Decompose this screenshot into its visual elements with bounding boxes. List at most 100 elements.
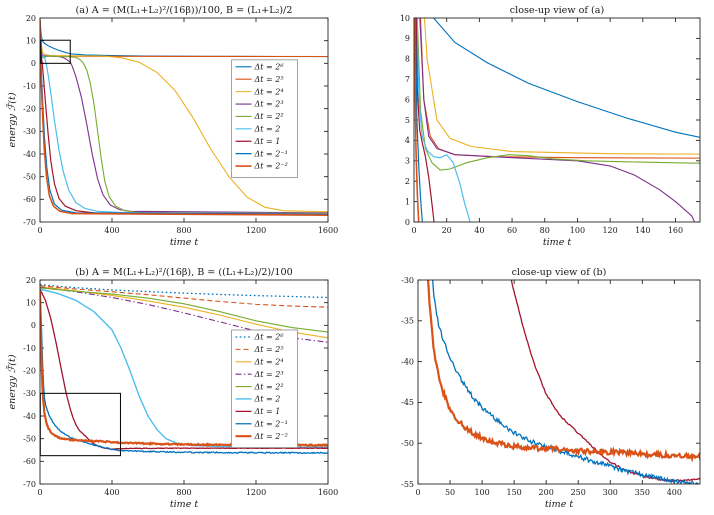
y-tick-label: 7 — [405, 75, 410, 84]
x-tick-label: 300 — [603, 488, 618, 497]
legend-box — [231, 329, 298, 448]
legend-label: Δt = 2⁻¹ — [254, 419, 288, 428]
series-line-4 — [40, 287, 328, 333]
series-line-6 — [40, 288, 328, 450]
y-tick-label: 4 — [405, 136, 410, 145]
legend-label: Δt = 2² — [254, 382, 284, 391]
series-line-6 — [510, 280, 700, 483]
legend-label: Δt = 2⁻² — [254, 432, 288, 441]
tick-labels: 0 50 100 150 200 250 300 350 400 -30 -35 -40 -45 -50 -… — [401, 276, 682, 497]
x-tick-label: 1200 — [246, 488, 266, 497]
chart-title: close-up view of (a) — [510, 5, 604, 16]
zoom-region-rect — [40, 39, 71, 64]
legend-label: Δt = 2⁵ — [254, 75, 285, 84]
y-tick-label: -10 — [23, 82, 36, 91]
x-tick-label: 50 — [445, 488, 455, 497]
legend-label: Δt = 2⁻¹ — [254, 149, 288, 158]
y-tick-label: -10 — [23, 344, 36, 353]
plot-a-svg: 0 400 800 1200 1600 20 10 0 -10 -20 -30 -40 -50 -60 -7… — [6, 5, 338, 248]
legend-label: Δt = 2⁻² — [254, 162, 288, 171]
y-tick-label: -70 — [23, 218, 36, 227]
series-line-3 — [419, 18, 696, 222]
x-tick-label: 400 — [667, 488, 682, 497]
series-group — [414, 18, 700, 222]
tick-labels: 0 400 800 1200 1600 20 10 0 -10 -20 -30 -40 -50 -60 -7… — [23, 276, 338, 497]
x-tick-label: 250 — [571, 488, 586, 497]
x-axis-label: time t — [170, 499, 199, 510]
x-axis-label: time t — [170, 237, 199, 248]
plot-a-panel: 0 400 800 1200 1600 20 10 0 -10 -20 -30 -40 -50 -60 -7… — [6, 2, 338, 252]
y-tick-label: -45 — [401, 398, 414, 407]
series-line-6 — [415, 18, 435, 222]
x-tick-label: 40 — [474, 226, 484, 235]
series-line-0 — [433, 18, 700, 138]
y-tick-label: -30 — [23, 127, 36, 136]
plot-b-svg: 0 400 800 1200 1600 20 10 0 -10 -20 -30 -40 -50 -60 -7… — [6, 267, 338, 510]
legend-label: Δt = 1 — [254, 407, 281, 416]
series-line-7 — [414, 18, 423, 222]
y-tick-label: -50 — [401, 439, 414, 448]
x-tick-label: 1600 — [318, 488, 338, 497]
x-axis-label: time t — [545, 499, 574, 510]
chart-title: (a) A = (M(L₁+L₂)²/(16β))/100, B = (L₁+L… — [75, 5, 292, 16]
y-tick-label: -40 — [23, 412, 36, 421]
x-tick-label: 0 — [37, 488, 42, 497]
y-tick-label: 1 — [405, 197, 410, 206]
series-group — [426, 280, 700, 484]
x-tick-label: 400 — [104, 226, 119, 235]
x-tick-label: 150 — [506, 488, 521, 497]
x-tick-label: 60 — [507, 226, 517, 235]
x-tick-label: 140 — [635, 226, 650, 235]
x-tick-label: 400 — [104, 488, 119, 497]
plot-border — [417, 279, 701, 485]
x-tick-label: 0 — [415, 488, 420, 497]
tick-labels: 0 400 800 1200 1600 20 10 0 -10 -20 -30 -40 -50 -60 -7… — [23, 14, 338, 235]
closeup-b-svg: 0 50 100 150 200 250 300 350 400 -30 -35 -40 -45 -50 -… — [401, 267, 701, 510]
y-axis-label: energy ℱ̃(t) — [6, 92, 18, 147]
legend-label: Δt = 2⁴ — [254, 87, 284, 96]
series-line-4 — [416, 18, 700, 171]
y-tick-label: -40 — [23, 150, 36, 159]
y-tick-label: 10 — [26, 298, 36, 307]
legend-label: Δt = 2 — [254, 395, 281, 404]
y-tick-label: -60 — [23, 195, 36, 204]
x-tick-label: 0 — [411, 226, 416, 235]
x-tick-label: 200 — [539, 488, 554, 497]
plot-border — [413, 17, 701, 223]
legend: Δt = 2⁶ Δt = 2⁵ Δt = 2⁴ Δt = 2³ Δt = 2² Δt = … — [231, 329, 298, 448]
closeup-b-panel: 0 50 100 150 200 250 300 350 400 -30 -35 -40 -45 -50 -… — [388, 264, 708, 514]
y-tick-label: 9 — [405, 34, 410, 43]
y-tick-label: -40 — [401, 357, 414, 366]
y-tick-label: 20 — [26, 276, 36, 285]
legend-label: Δt = 2³ — [254, 100, 284, 109]
x-tick-label: 20 — [442, 226, 452, 235]
series-line-3 — [40, 20, 328, 214]
y-tick-label: 8 — [405, 55, 410, 64]
series-line-7 — [432, 280, 700, 484]
y-tick-label: 0 — [405, 218, 410, 227]
y-tick-label: -50 — [23, 434, 36, 443]
y-tick-label: 3 — [405, 157, 410, 166]
y-tick-label: -30 — [401, 276, 414, 285]
y-tick-label: -50 — [23, 172, 36, 181]
chart-title: (b) A = M(L₁+L₂)²/(16β), B = ((L₁+L₂)/2)… — [75, 267, 292, 278]
y-tick-label: 5 — [405, 116, 410, 125]
legend-label: Δt = 2² — [254, 112, 284, 121]
y-tick-label: 10 — [26, 36, 36, 45]
x-tick-label: 160 — [668, 226, 683, 235]
x-axis-label: time t — [543, 237, 572, 248]
plot-border — [39, 17, 329, 223]
legend-label: Δt = 2⁵ — [254, 345, 285, 354]
series-line-8 — [414, 18, 420, 222]
chart-title: close-up view of (b) — [512, 267, 607, 278]
x-tick-label: 1200 — [246, 226, 266, 235]
y-tick-label: 20 — [26, 14, 36, 23]
series-line-1 — [40, 285, 328, 308]
y-tick-label: 6 — [405, 95, 410, 104]
series-line-2 — [423, 18, 700, 155]
series-line-2 — [40, 20, 328, 213]
closeup-a-svg: 0 20 40 60 80 100 120 140 160109876543210close-u… — [400, 5, 701, 248]
y-tick-label: -20 — [23, 104, 36, 113]
x-tick-label: 1600 — [318, 226, 338, 235]
